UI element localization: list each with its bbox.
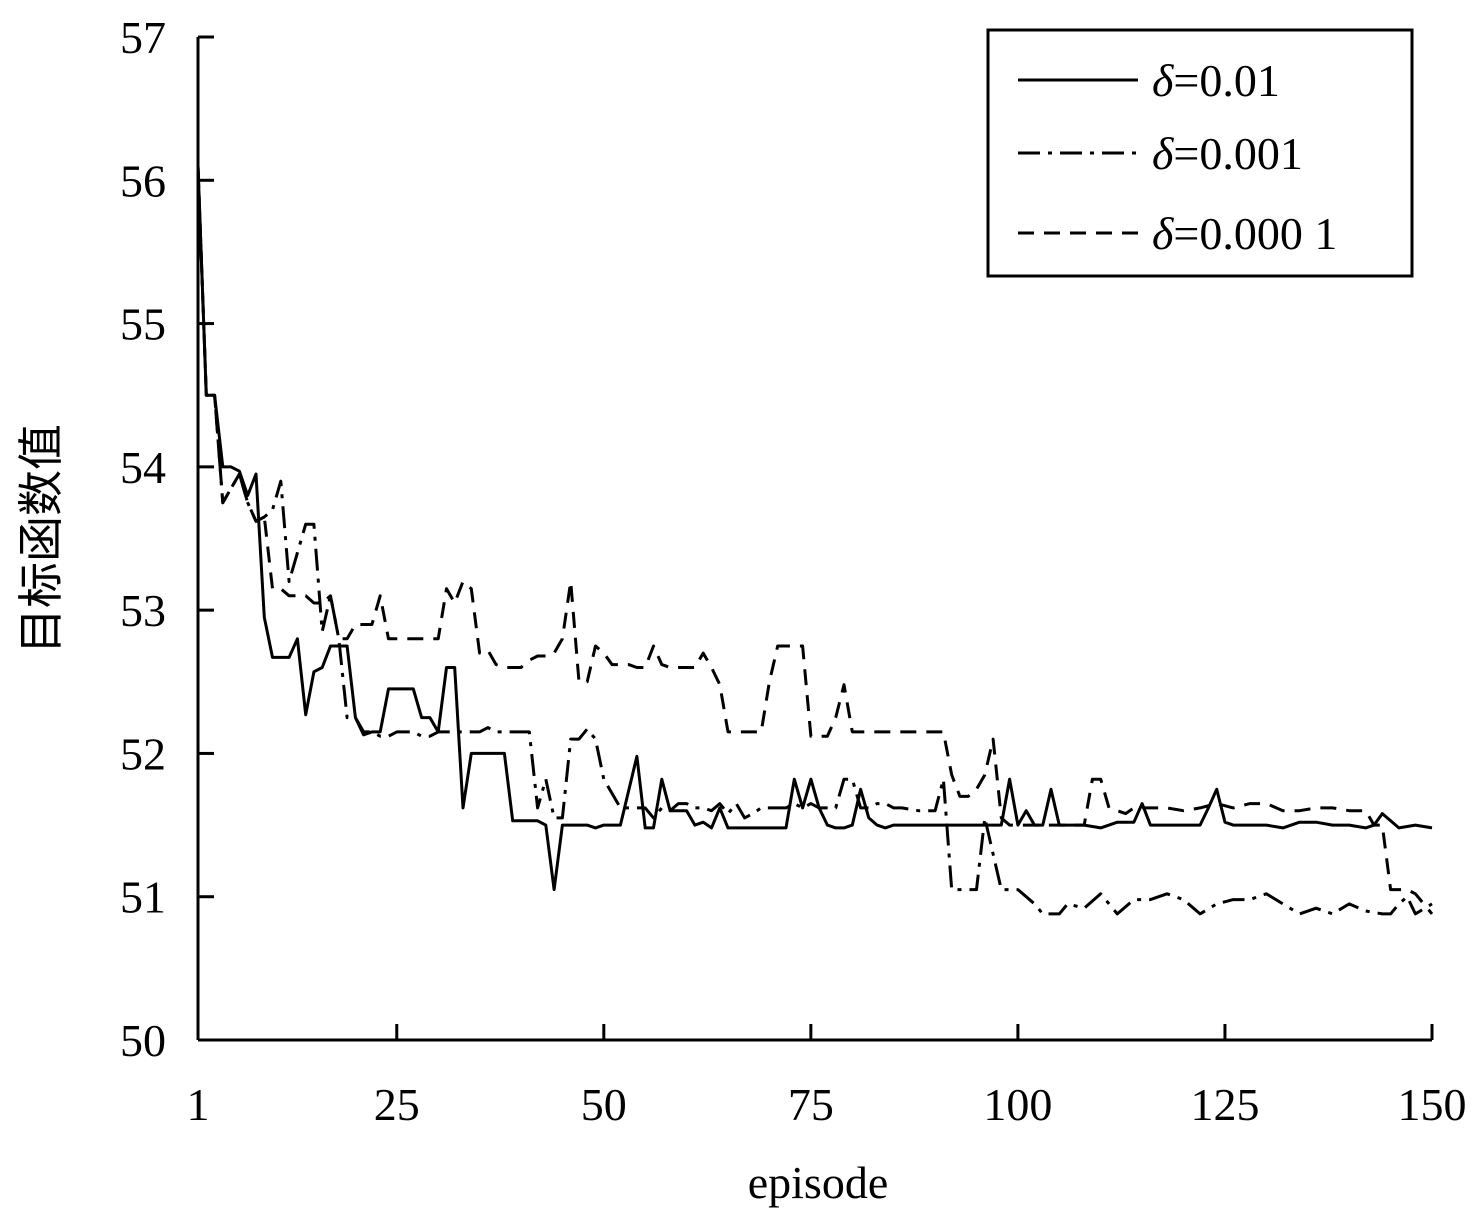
y-tick-label: 56 (120, 155, 166, 206)
x-tick-label: 50 (581, 1079, 627, 1130)
y-tick-label: 55 (120, 299, 166, 350)
y-tick-label: 52 (120, 728, 166, 779)
legend-value: =0.001 (1173, 128, 1302, 179)
x-tick-label: 1 (187, 1079, 210, 1130)
legend-box (986, 28, 1414, 278)
x-tick-label: 100 (983, 1079, 1052, 1130)
legend-symbol: δ (1152, 208, 1174, 259)
y-axis-title: 目标函数值 (16, 424, 67, 654)
legend-value: =0.01 (1173, 55, 1279, 106)
series-line-2 (196, 165, 1433, 916)
legend-symbol: δ (1152, 55, 1174, 106)
legend-label-2: δ=0.001 (1152, 128, 1303, 179)
legend-label-1: δ=0.01 (1152, 55, 1280, 106)
y-tick-label: 50 (120, 1015, 166, 1066)
x-tick-label: 125 (1190, 1079, 1259, 1130)
x-tick-label: 150 (1398, 1079, 1467, 1130)
y-tick-label: 54 (120, 442, 166, 493)
x-axis-title: episode (748, 1157, 889, 1208)
y-tick-label: 53 (120, 585, 166, 636)
x-tick-label: 25 (374, 1079, 420, 1130)
y-tick-label: 57 (120, 12, 166, 63)
series-lines (196, 165, 1434, 916)
legend-symbol: δ (1152, 128, 1174, 179)
y-tick-label: 51 (120, 872, 166, 923)
legend-value: =0.000 1 (1173, 208, 1337, 259)
x-tick-label: 75 (788, 1079, 834, 1130)
series-line-3 (196, 165, 1434, 915)
series-line-1 (196, 165, 1433, 892)
legend-label-3: δ=0.000 1 (1152, 208, 1337, 259)
